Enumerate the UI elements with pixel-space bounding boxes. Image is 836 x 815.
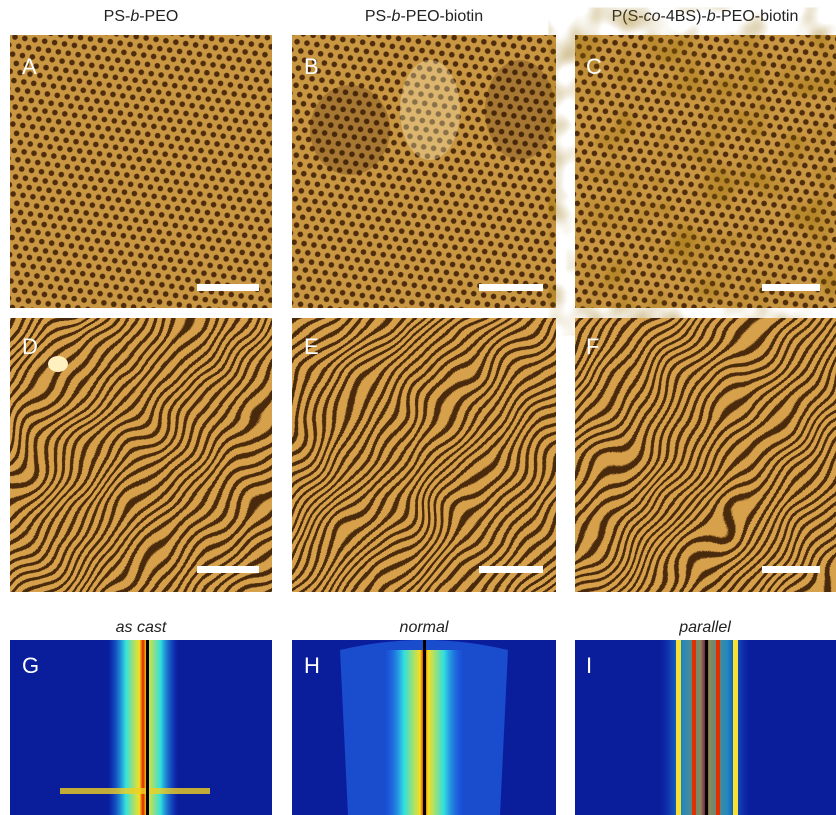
column-header: PS-b-PEO-biotin: [365, 8, 483, 25]
figure: PS-b-PEO PS-b-PEO-biotin P(S-co-4BS)-b-P…: [0, 0, 836, 815]
afm-image: [10, 35, 836, 308]
column-header: PS-b-PEO: [104, 8, 179, 25]
column-header: P(S-co-4BS)-b-PEO-biotin: [612, 8, 799, 25]
panel-label: F: [586, 334, 599, 359]
panel-label: C: [586, 54, 602, 79]
panel-label: A: [22, 54, 37, 79]
panel-label: H: [304, 653, 320, 678]
panel-label: I: [586, 653, 592, 678]
panel-label: E: [304, 334, 319, 359]
panel-label: B: [304, 54, 319, 79]
panel-title: parallel: [678, 619, 731, 636]
panel-title: normal: [400, 619, 449, 636]
panel-label: G: [22, 653, 39, 678]
panel-title: as cast: [116, 619, 167, 636]
saxs-pattern: [10, 640, 836, 815]
afm-image: [0, 290, 836, 620]
panel-label: D: [22, 334, 38, 359]
